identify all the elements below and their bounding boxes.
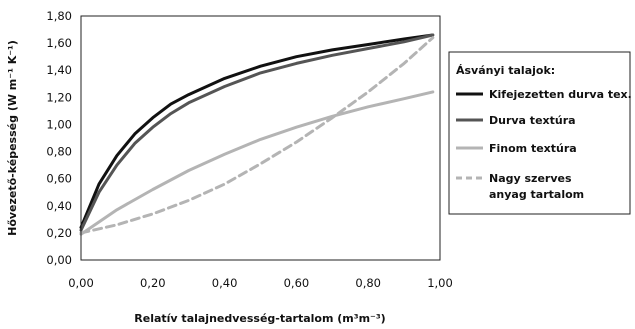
x-tick-label: 0,00 — [68, 276, 94, 290]
series-line-1 — [79, 33, 435, 229]
y-axis-title: Hővezető-képesség (W m⁻¹ K⁻¹) — [6, 40, 19, 236]
x-tick-label: 0,20 — [140, 276, 166, 290]
plot-frame — [80, 15, 441, 261]
series-line-2 — [79, 33, 435, 232]
tick-labels: 0,00 0,20 0,40 0,60 0,80 1,00 0,00 0,20 0,40 0,60… — [46, 9, 452, 290]
series-layer — [79, 33, 435, 236]
y-tick-label: 0,60 — [46, 172, 72, 186]
y-tick-label: 1,60 — [46, 36, 72, 50]
y-tick-label: 0,00 — [46, 253, 72, 267]
x-tick-label: 1,00 — [427, 276, 453, 290]
y-tick-label: 0,20 — [46, 226, 72, 240]
legend-label: Nagy szerves anyag tartalom — [489, 172, 584, 201]
y-tick-label: 0,80 — [46, 145, 72, 159]
y-tick-label: 1,40 — [46, 63, 72, 77]
y-tick-label: 1,20 — [46, 90, 72, 104]
x-tick-label: 0,60 — [284, 276, 310, 290]
x-axis-title: Relatív talajnedvesség-tartalom (m³m⁻³) — [134, 312, 385, 325]
legend-box — [448, 51, 631, 215]
legend: Ásványi talajok: Kifejezetten durva tex.… — [448, 51, 632, 215]
x-tick-label: 0,80 — [355, 276, 381, 290]
series-line-4 — [79, 36, 435, 235]
legend-label: Kifejezetten durva tex. — [489, 88, 632, 101]
y-tick-label: 1,80 — [46, 9, 72, 23]
series-line-3 — [79, 90, 435, 236]
legend-label: Durva textúra — [489, 114, 576, 127]
y-tick-label: 0,40 — [46, 199, 72, 213]
y-tick-label: 1,00 — [46, 117, 72, 131]
legend-label: Finom textúra — [489, 142, 577, 155]
legend-items: Kifejezetten durva tex. Durva textúra Fino… — [456, 88, 632, 201]
x-tick-label: 0,40 — [212, 276, 238, 290]
legend-title: Ásványi talajok: — [456, 64, 555, 77]
